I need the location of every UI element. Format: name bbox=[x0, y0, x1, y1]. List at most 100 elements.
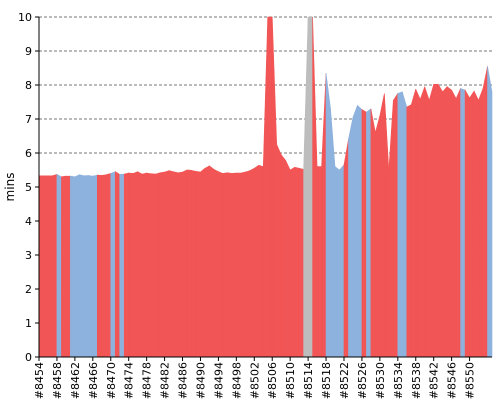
area-segment-8553 bbox=[482, 66, 488, 358]
area-segment-8525 bbox=[357, 104, 363, 358]
y-tick-label: 9 bbox=[25, 45, 32, 58]
area-segment-8486 bbox=[182, 169, 188, 358]
area-segment-8506 bbox=[271, 16, 278, 358]
area-segment-8522 bbox=[343, 139, 349, 358]
area-segment-8542 bbox=[433, 84, 439, 358]
area-segment-8472 bbox=[119, 173, 125, 358]
area-segment-8457 bbox=[52, 174, 58, 358]
area-segment-8513 bbox=[303, 16, 309, 358]
area-segment-8502 bbox=[253, 164, 260, 358]
x-tick-label: #8498 bbox=[230, 362, 243, 399]
x-tick-label: #8478 bbox=[141, 362, 154, 399]
area-segment-8507 bbox=[276, 144, 282, 358]
area-segment-8543 bbox=[437, 83, 443, 358]
area-segment-8529 bbox=[375, 115, 381, 358]
area-segment-8534 bbox=[397, 91, 403, 358]
area-segment-8528 bbox=[370, 108, 376, 358]
x-tick-label: #8546 bbox=[446, 362, 459, 399]
area-segment-8512 bbox=[298, 167, 304, 358]
area-segment-8479 bbox=[150, 173, 156, 358]
x-tick-label: #8482 bbox=[159, 362, 172, 399]
y-axis-title: mins bbox=[3, 173, 17, 202]
area-segment-8463 bbox=[79, 174, 85, 358]
area-segment-8482 bbox=[164, 170, 170, 358]
x-tick-label: #8454 bbox=[33, 362, 46, 399]
y-tick-label: 1 bbox=[25, 317, 32, 330]
x-tick-label: #8470 bbox=[105, 362, 118, 399]
area-segment-8493 bbox=[213, 168, 219, 358]
y-tick-label: 0 bbox=[25, 351, 32, 364]
area-segment-8518 bbox=[325, 73, 331, 358]
area-segment-8468 bbox=[101, 174, 107, 358]
area-segment-8535 bbox=[401, 91, 408, 358]
area-segment-8466 bbox=[92, 174, 98, 358]
x-tick-label: #8466 bbox=[87, 362, 100, 399]
x-tick-label: #8458 bbox=[51, 362, 64, 399]
y-tick-label: 6 bbox=[25, 147, 32, 160]
x-tick-label: #8526 bbox=[356, 362, 369, 399]
area-segment-8551 bbox=[473, 90, 479, 358]
area-segment-8464 bbox=[83, 175, 89, 358]
y-tick-label: 8 bbox=[25, 79, 32, 92]
area-segment-8471 bbox=[114, 171, 121, 358]
y-axis-ticks: 0 1 2 3 4 5 6 7 8 9 10 bbox=[18, 11, 39, 364]
area-segment-8494 bbox=[218, 171, 224, 358]
area-segment-8469 bbox=[105, 172, 112, 358]
x-tick-label: #8490 bbox=[194, 362, 207, 399]
area-segment-8491 bbox=[204, 165, 210, 358]
area-segment-8460 bbox=[65, 175, 71, 358]
area-segment-8515 bbox=[312, 16, 318, 358]
area-segment-8500 bbox=[245, 170, 251, 358]
area-segment-8524 bbox=[352, 105, 358, 358]
area-segment-8456 bbox=[47, 175, 53, 358]
area-segment-8538 bbox=[415, 88, 421, 358]
x-tick-label: #8550 bbox=[464, 362, 477, 399]
area-segment-8541 bbox=[428, 84, 434, 358]
x-tick-label: #8510 bbox=[284, 362, 297, 399]
area-segment-8548 bbox=[460, 87, 466, 358]
area-segment-8483 bbox=[168, 170, 174, 358]
x-tick-label: #8486 bbox=[177, 362, 190, 399]
area-segment-8537 bbox=[410, 88, 417, 358]
build-duration-area bbox=[38, 16, 493, 358]
area-segment-8527 bbox=[366, 108, 372, 358]
x-tick-label: #8514 bbox=[302, 362, 315, 399]
area-segment-8484 bbox=[173, 171, 179, 358]
area-segment-8533 bbox=[393, 92, 399, 358]
x-axis-ticks: #8454 #8458 #8462 #8466 #8470 #8474 #8478 #8482… bbox=[33, 357, 477, 399]
area-segment-8473 bbox=[123, 172, 130, 358]
x-tick-label: #8462 bbox=[69, 362, 82, 399]
area-segment-8503 bbox=[258, 164, 264, 358]
area-segment-8459 bbox=[61, 175, 67, 358]
area-segment-8458 bbox=[56, 173, 62, 358]
area-segment-8474 bbox=[128, 172, 134, 358]
area-segment-8498 bbox=[236, 172, 242, 358]
area-segment-8495 bbox=[222, 172, 228, 358]
area-segment-8544 bbox=[442, 85, 448, 358]
y-tick-label: 2 bbox=[25, 283, 32, 296]
area-segment-8549 bbox=[464, 88, 470, 358]
area-segment-8476 bbox=[137, 171, 143, 358]
area-segment-8487 bbox=[186, 169, 192, 358]
y-tick-label: 10 bbox=[18, 11, 32, 24]
y-tick-label: 5 bbox=[25, 181, 32, 194]
area-segment-8504 bbox=[262, 16, 269, 358]
area-segment-8497 bbox=[231, 172, 237, 358]
area-segment-8510 bbox=[289, 166, 295, 358]
area-segment-8509 bbox=[285, 160, 291, 358]
area-segment-8505 bbox=[267, 16, 273, 358]
x-tick-label: #8522 bbox=[338, 362, 351, 399]
area-segment-8461 bbox=[70, 175, 76, 358]
area-segment-8490 bbox=[200, 167, 206, 358]
x-tick-label: #8542 bbox=[428, 362, 441, 399]
area-segment-8547 bbox=[455, 88, 461, 358]
area-segment-8465 bbox=[88, 175, 94, 358]
area-segment-8523 bbox=[348, 117, 354, 358]
area-segment-8519 bbox=[330, 108, 336, 358]
area-segment-8455 bbox=[43, 175, 49, 358]
area-segment-8540 bbox=[424, 86, 430, 358]
area-segment-8531 bbox=[384, 93, 390, 358]
x-tick-label: #8502 bbox=[248, 362, 261, 399]
area-segment-8516 bbox=[316, 166, 322, 358]
area-segment-8532 bbox=[388, 100, 394, 358]
